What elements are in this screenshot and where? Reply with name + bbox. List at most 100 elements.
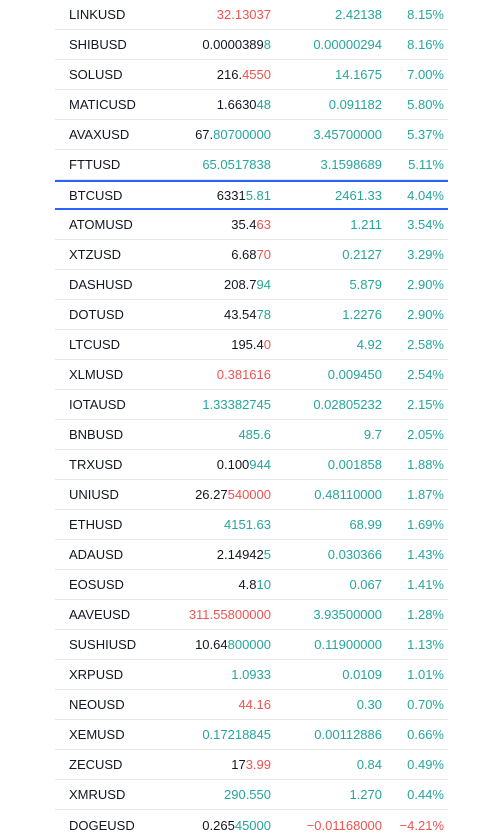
change-percent: 5.11% <box>408 157 444 172</box>
change-value: 3.93500000 <box>313 607 382 622</box>
last-price: 0.17218845 <box>202 720 271 749</box>
last-price-changed-digits: 80700000 <box>213 127 271 142</box>
watchlist-row-aaveusd[interactable]: AAVEUSD 311.55800000 3.93500000 1.28% <box>55 600 448 630</box>
change-value: 0.00112886 <box>314 727 382 742</box>
watchlist-row-ltcusd[interactable]: LTCUSD 195.4 0 4.92 2.58% <box>55 330 448 360</box>
last-price-changed-digits: 8 <box>263 37 271 52</box>
last-price-base: 216. <box>216 67 243 82</box>
symbol-label: ATOMUSD <box>69 217 133 232</box>
last-price-changed-digits: 45000 <box>234 817 271 833</box>
watchlist-row-xmrusd[interactable]: XMRUSD 290.550 1.270 0.44% <box>55 780 448 810</box>
watchlist-row-dashusd[interactable]: DASHUSD 208.7 94 5.879 2.90% <box>55 270 448 300</box>
symbol-label: XRPUSD <box>69 667 124 682</box>
change-percent: 3.29% <box>407 247 444 262</box>
last-price: 0.265 45000 <box>202 810 271 840</box>
last-price: 6.68 70 <box>231 240 271 269</box>
symbol-label: LINKUSD <box>69 7 126 22</box>
last-price-base: 35.4 <box>231 217 257 232</box>
change-value: 0.030366 <box>327 547 382 562</box>
last-price: 43.54 78 <box>224 300 271 329</box>
watchlist-row-maticusd[interactable]: MATICUSD 1.6630 48 0.091182 5.80% <box>55 90 448 120</box>
change-value: 0.02805232 <box>313 397 382 412</box>
symbol-label: BNBUSD <box>69 427 124 442</box>
watchlist-row-dotusd[interactable]: DOTUSD 43.54 78 1.2276 2.90% <box>55 300 448 330</box>
watchlist-row-linkusd[interactable]: LINKUSD 32.13037 2.42138 8.15% <box>55 0 448 30</box>
last-price-base: 208.7 <box>223 277 257 292</box>
watchlist-row-xrpusd[interactable]: XRPUSD 1.0933 0.0109 1.01% <box>55 660 448 690</box>
last-price-changed-digits: 800000 <box>227 637 271 652</box>
last-price-base: 6.68 <box>231 247 257 262</box>
symbol-label: XTZUSD <box>69 247 121 262</box>
last-price: 35.4 63 <box>231 210 271 239</box>
change-percent: 2.05% <box>407 427 444 442</box>
change-value: −0.01168000 <box>306 817 382 833</box>
watchlist-row-zecusd[interactable]: ZECUSD 17 3.99 0.84 0.49% <box>55 750 448 780</box>
change-value: 1.211 <box>350 217 382 232</box>
symbol-label: AVAXUSD <box>69 127 130 142</box>
watchlist-row-xlmusd[interactable]: XLMUSD 0.381616 0.009450 2.54% <box>55 360 448 390</box>
watchlist-row-avaxusd[interactable]: AVAXUSD 67. 80700000 3.45700000 5.37% <box>55 120 448 150</box>
symbol-label: SUSHIUSD <box>69 637 137 652</box>
watchlist-row-btcusd[interactable]: BTCUSD 6331 5.81 2461.33 4.04% <box>55 180 448 210</box>
last-price: 4.8 10 <box>238 570 271 599</box>
symbol-label: ZECUSD <box>69 757 123 772</box>
change-value: 0.48110000 <box>314 487 382 502</box>
change-value: 5.879 <box>349 277 382 292</box>
last-price: 1.6630 48 <box>217 90 271 119</box>
change-value: 0.0109 <box>342 667 382 682</box>
last-price-changed-digits: 44.16 <box>238 697 271 712</box>
watchlist-row-ethusd[interactable]: ETHUSD 4151.63 68.99 1.69% <box>55 510 448 540</box>
last-price-base: 6331 <box>216 187 246 203</box>
change-percent: 1.69% <box>407 517 444 532</box>
change-value: 2.42138 <box>335 7 382 22</box>
symbol-label: DOTUSD <box>69 307 124 322</box>
last-price: 32.13037 <box>217 0 271 29</box>
watchlist-row-xemusd[interactable]: XEMUSD 0.17218845 0.00112886 0.66% <box>55 720 448 750</box>
last-price: 67. 80700000 <box>195 120 271 149</box>
watchlist-row-atomusd[interactable]: ATOMUSD 35.4 63 1.211 3.54% <box>55 210 448 240</box>
watchlist-row-uniusd[interactable]: UNIUSD 26.27 540000 0.48110000 1.87% <box>55 480 448 510</box>
watchlist-row-xtzusd[interactable]: XTZUSD 6.68 70 0.2127 3.29% <box>55 240 448 270</box>
last-price-changed-digits: 4151.63 <box>224 517 271 532</box>
symbol-label: UNIUSD <box>69 487 119 502</box>
change-value: 68.99 <box>349 517 382 532</box>
watchlist-row-solusd[interactable]: SOLUSD 216. 4550 14.1675 7.00% <box>55 60 448 90</box>
watchlist-row-iotausd[interactable]: IOTAUSD 1.33382745 0.02805232 2.15% <box>55 390 448 420</box>
watchlist-row-bnbusd[interactable]: BNBUSD 485.6 9.7 2.05% <box>55 420 448 450</box>
last-price: 0.0000389 8 <box>202 30 271 59</box>
watchlist-row-fttusd[interactable]: FTTUSD 65.0517838 3.1598689 5.11% <box>55 150 448 180</box>
last-price: 0.381616 <box>217 360 271 389</box>
change-percent: 0.70% <box>407 697 444 712</box>
last-price: 17 3.99 <box>231 750 271 779</box>
watchlist-row-adausd[interactable]: ADAUSD 2.14942 5 0.030366 1.43% <box>55 540 448 570</box>
watchlist-row-trxusd[interactable]: TRXUSD 0.100 944 0.001858 1.88% <box>55 450 448 480</box>
last-price-changed-digits: 63 <box>256 217 271 232</box>
last-price: 26.27 540000 <box>195 480 271 509</box>
watchlist-row-dogeusd[interactable]: DOGEUSD 0.265 45000 −0.01168000 −4.21% <box>55 810 448 840</box>
watchlist-row-shibusd[interactable]: SHIBUSD 0.0000389 8 0.00000294 8.16% <box>55 30 448 60</box>
last-price-changed-digits: 944 <box>249 457 271 472</box>
symbol-label: AAVEUSD <box>69 607 131 622</box>
change-value: 0.84 <box>356 757 382 772</box>
last-price-changed-digits: 5 <box>263 547 271 562</box>
change-value: 0.30 <box>356 697 382 712</box>
symbol-label: IOTAUSD <box>69 397 126 412</box>
change-value: 9.7 <box>363 427 382 442</box>
change-percent: 0.44% <box>407 787 444 802</box>
change-percent: 2.54% <box>407 367 444 382</box>
last-price-changed-digits: 94 <box>256 277 271 292</box>
change-percent: 0.49% <box>407 757 444 772</box>
watchlist-row-eosusd[interactable]: EOSUSD 4.8 10 0.067 1.41% <box>55 570 448 600</box>
last-price-base: 26.27 <box>195 487 228 502</box>
change-value: 3.1598689 <box>320 157 382 172</box>
watchlist-row-sushiusd[interactable]: SUSHIUSD 10.64 800000 0.11900000 1.13% <box>55 630 448 660</box>
change-percent: 0.66% <box>407 727 444 742</box>
last-price-base: 2.14942 <box>216 547 264 562</box>
last-price: 1.0933 <box>231 660 271 689</box>
watchlist-row-neousd[interactable]: NEOUSD 44.16 0.30 0.70% <box>55 690 448 720</box>
last-price: 4151.63 <box>224 510 271 539</box>
change-percent: 5.37% <box>407 127 444 142</box>
change-value: 2461.33 <box>335 187 382 203</box>
change-percent: 2.90% <box>407 277 444 292</box>
symbol-label: BTCUSD <box>69 187 123 203</box>
